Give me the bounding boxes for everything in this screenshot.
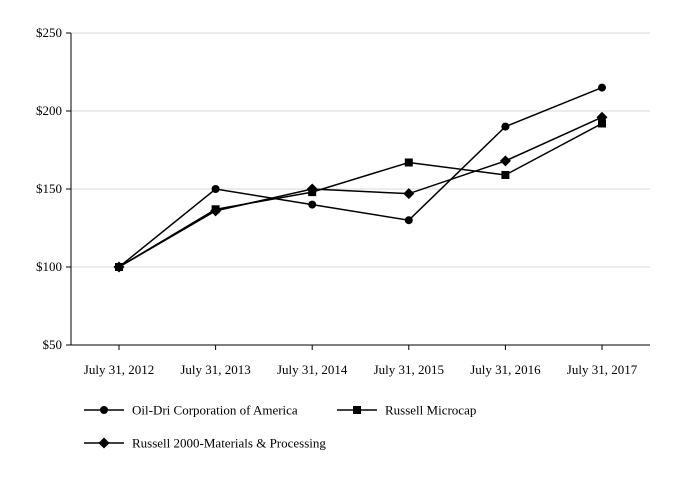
x-tick-labels: July 31, 2012 July 31, 2013 July 31, 2014 J… [84,345,638,377]
data-point [596,111,608,123]
x-tick-label: July 31, 2014 [277,362,348,377]
series-line [118,116,603,268]
x-tick-label: July 31, 2015 [374,362,444,377]
series-line [118,86,603,268]
data-point [598,119,606,128]
legend-item: Oil-Dri Corporation of America [84,403,298,418]
y-tick-label: $50 [43,337,63,352]
legend-label: Oil-Dri Corporation of America [132,403,298,418]
data-point [598,83,606,92]
data-point [210,205,222,217]
legend-item: Russell Microcap [337,403,476,418]
data-point [404,158,413,167]
legend-marker [98,437,110,449]
legend-item: Russell 2000-Materials & Processing [84,436,326,451]
y-tick-label: $250 [36,25,62,40]
legend: Oil-Dri Corporation of America Russell Mi… [84,403,476,451]
gridlines [71,32,650,268]
legend-marker [353,406,361,414]
y-tick-label: $150 [36,181,62,196]
y-tick-label: $100 [36,259,62,274]
legend-label: Russell 2000-Materials & Processing [132,436,326,451]
x-tick-label: July 31, 2012 [84,362,154,377]
series-line [118,122,603,268]
legend-label: Russell Microcap [385,403,476,418]
data-point [501,170,510,179]
data-point [404,216,413,225]
legend-marker [100,406,108,414]
series-2 [113,111,608,273]
data-point [113,261,125,273]
series-1 [115,119,606,271]
x-tick-label: July 31, 2017 [567,362,638,377]
y-tick-labels: $50 $100 $150 $200 $250 [36,25,71,352]
data-point [306,183,318,195]
x-tick-label: July 31, 2013 [180,362,250,377]
data-point [308,200,317,209]
y-tick-label: $200 [36,103,62,118]
data-point [501,122,510,131]
data-point [403,188,415,200]
series-group [113,83,608,273]
data-point [211,185,220,193]
data-point [499,155,511,167]
x-tick-label: July 31, 2016 [470,362,541,377]
